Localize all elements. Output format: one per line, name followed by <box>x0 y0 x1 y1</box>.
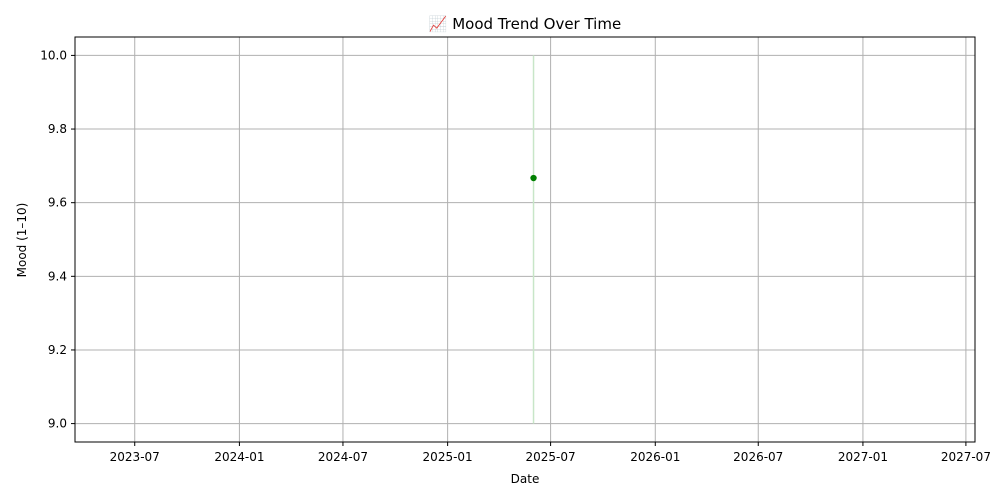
mood-data-point <box>530 174 537 182</box>
y-tick-label: 9.6 <box>48 196 67 210</box>
x-tick-label: 2025-01 <box>423 450 473 464</box>
y-tick-label: 9.2 <box>48 343 67 357</box>
x-tick-label: 2024-07 <box>318 450 368 464</box>
chart-title: 📈 Mood Trend Over Time <box>429 15 621 33</box>
data-points-layer <box>530 174 537 182</box>
y-tick-label: 9.0 <box>48 417 67 431</box>
x-tick-label: 2026-01 <box>630 450 680 464</box>
x-tick-label: 2024-01 <box>214 450 264 464</box>
y-tick-label: 9.4 <box>48 269 67 283</box>
x-tick-label: 2026-07 <box>733 450 783 464</box>
x-tick-label: 2023-07 <box>110 450 160 464</box>
x-axis-ticks: 2023-07 2024-01 2024-07 2025-01 2025-07 2026-… <box>110 442 991 464</box>
y-axis-label: Mood (1–10) <box>15 203 29 278</box>
y-tick-label: 10.0 <box>40 48 67 62</box>
grid-lines <box>75 37 975 442</box>
x-tick-label: 2027-01 <box>838 450 888 464</box>
x-tick-label: 2025-07 <box>526 450 576 464</box>
y-tick-label: 9.8 <box>48 122 67 136</box>
y-axis-ticks: 9.0 9.2 9.4 9.6 9.8 10.0 <box>40 48 75 431</box>
x-tick-label: 2027-07 <box>941 450 991 464</box>
plot-frame <box>74 36 976 443</box>
x-axis-label: Date <box>511 472 540 486</box>
